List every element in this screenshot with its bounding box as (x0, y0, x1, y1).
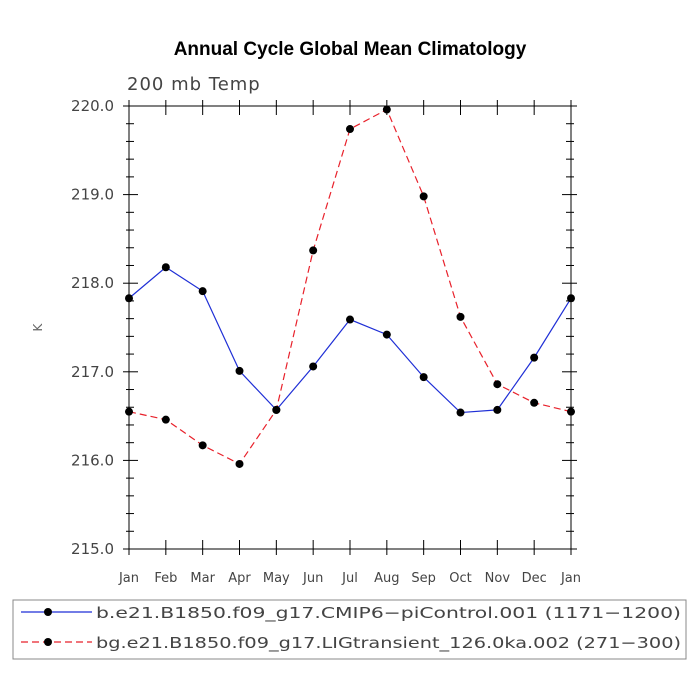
series-1-point (456, 408, 465, 417)
y-tick-label: 220.0 (71, 97, 114, 115)
legend-marker-1 (44, 608, 52, 616)
plot-area-frame (128, 105, 572, 550)
series-1-point (161, 263, 170, 272)
x-tick-label: Mar (190, 571, 215, 586)
x-tick-label: Aug (374, 571, 399, 586)
y-tick-label: 219.0 (71, 186, 114, 204)
series-2-point (309, 246, 318, 255)
series-1-point (125, 294, 133, 303)
y-tick-label: 216.0 (71, 451, 114, 469)
series-2-point (530, 398, 539, 407)
chart-title: Annual Cycle Global Mean Climatology (174, 39, 527, 60)
y-tick-label: 215.0 (71, 540, 114, 558)
x-tick-label: Apr (228, 571, 251, 586)
series-1-point (567, 294, 575, 303)
series-2-point (235, 459, 244, 468)
series-1-point (530, 353, 539, 362)
series-2-point (493, 380, 502, 389)
x-tick-label: Jun (302, 571, 323, 586)
series-2-point (382, 105, 391, 114)
series-1-point (198, 287, 207, 296)
y-axis-label: K (31, 322, 45, 331)
series-2-point (125, 407, 133, 416)
series-2-point (456, 312, 465, 321)
series-1-point (346, 315, 354, 324)
legend-marker-2 (44, 638, 52, 646)
series-line-1 (128, 266, 572, 414)
x-tick-label: Jan (560, 571, 581, 586)
series-1-point (493, 405, 502, 414)
series-2-point (161, 415, 170, 424)
series-2-point (346, 125, 354, 134)
legend-label-1: b.e21.B1850.f09_g17.CMIP6−piControl.001 … (96, 604, 681, 623)
legend-box (12, 599, 687, 660)
series-1-point (235, 366, 244, 375)
x-tick-label: Dec (522, 571, 547, 586)
chart-subtitle: 200 mb Temp (127, 74, 261, 95)
series-2-point (419, 192, 428, 201)
x-tick-label: Sep (411, 571, 436, 586)
series-2-point (198, 441, 207, 450)
x-tick-label: May (263, 571, 290, 586)
x-tick-label: Jan (118, 571, 139, 586)
y-tick-label: 218.0 (71, 274, 114, 292)
series-2-point (567, 407, 575, 416)
series-1-point (419, 373, 428, 382)
series-1-point (309, 362, 318, 371)
x-tick-label: Feb (154, 571, 177, 586)
legend-label-2: bg.e21.B1850.f09_g17.LIGtransient_126.0k… (96, 634, 681, 653)
y-tick-label: 217.0 (71, 363, 114, 381)
x-tick-label: Jul (341, 571, 358, 586)
series-1-point (382, 330, 391, 339)
x-tick-label: Oct (449, 571, 471, 586)
series-2-point (272, 405, 281, 414)
x-tick-label: Nov (485, 571, 511, 586)
